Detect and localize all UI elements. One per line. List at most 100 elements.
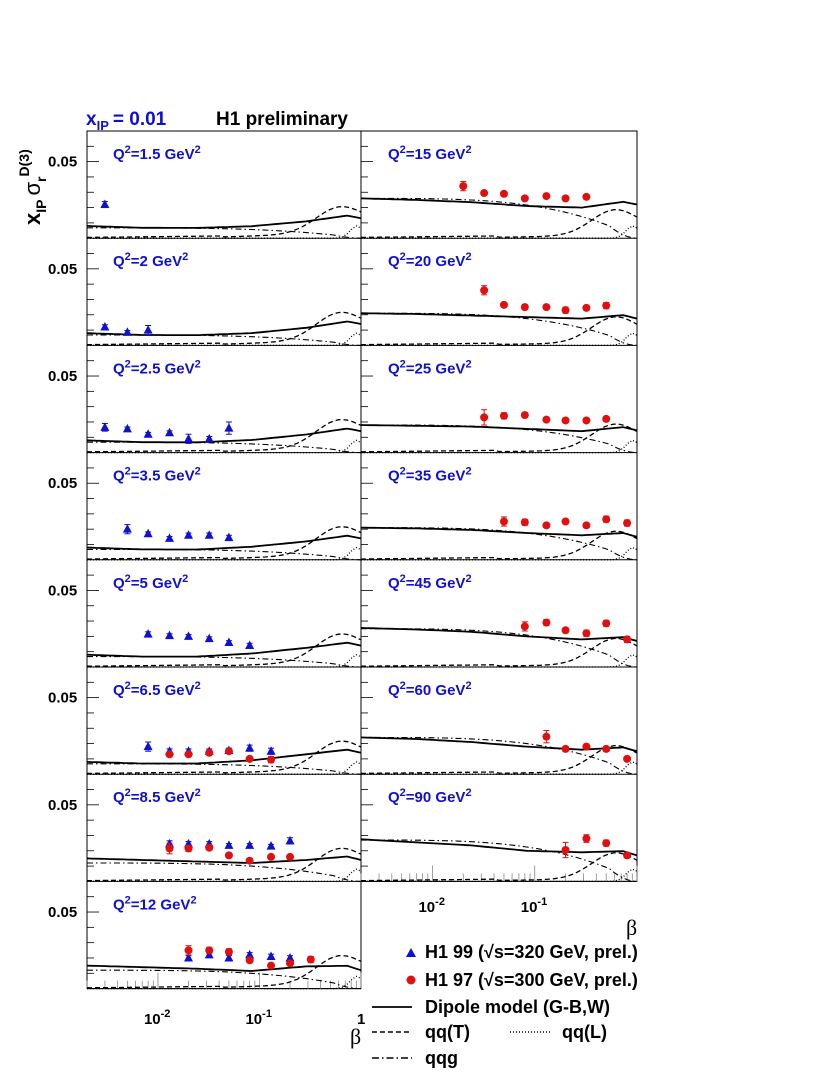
y-tick-label: 0.05 — [48, 261, 77, 278]
x-tick-label-left: 1 — [357, 1011, 365, 1028]
point-h1-99 — [245, 949, 255, 959]
right-column-frame — [360, 130, 638, 882]
curve-qqT — [361, 745, 638, 775]
beta-label-left: β — [350, 1024, 361, 1049]
point-h1-97 — [542, 303, 551, 312]
curve-qqL — [361, 225, 638, 239]
y-tick-label: 0.05 — [48, 475, 77, 492]
beta-label-right: β — [626, 915, 637, 940]
point-h1-97 — [561, 306, 570, 315]
curve-dipole — [360, 526, 638, 538]
curve-qqT — [87, 205, 362, 239]
point-h1-99 — [224, 952, 234, 962]
curve-qqT — [361, 209, 638, 239]
point-h1-97 — [561, 517, 570, 526]
point-h1-97 — [245, 754, 254, 763]
curve-qqL — [87, 225, 362, 239]
point-h1-97 — [184, 946, 193, 955]
curve-dipole — [86, 748, 362, 765]
panel-q20: Q2=20 GeV2 — [360, 251, 638, 347]
panel-q2_5: 0.05 Q2=2.5 GeV2 — [48, 358, 362, 454]
point-h1-99 — [165, 427, 175, 437]
point-h1-97 — [520, 303, 529, 312]
curve-qqT — [87, 418, 362, 453]
point-h1-97 — [224, 947, 233, 956]
point-h1-97 — [520, 518, 529, 527]
point-h1-99 — [165, 630, 175, 640]
curve-qqg — [87, 969, 362, 990]
curve-qqT — [87, 847, 362, 882]
curve-qqL — [87, 654, 362, 668]
point-h1-97 — [623, 754, 632, 763]
point-h1-99 — [224, 637, 234, 646]
point-h1-97 — [561, 846, 570, 855]
point-h1-97 — [520, 194, 529, 203]
panel-q2: 0.05 Q2=2 GeV2 — [48, 251, 362, 347]
point-h1-97 — [602, 414, 611, 423]
panel-label-q2_5: Q2=2.5 GeV2 — [113, 358, 201, 377]
panel-label-q5: Q2=5 GeV2 — [113, 573, 188, 592]
point-h1-97 — [542, 732, 551, 741]
point-h1-97 — [165, 844, 174, 853]
point-h1-99 — [224, 532, 234, 542]
curve-dipole — [360, 736, 638, 753]
curve-dipole — [360, 424, 638, 433]
point-h1-97 — [459, 182, 468, 191]
y-tick-label: 0.05 — [48, 154, 77, 171]
point-h1-97 — [582, 629, 591, 638]
point-h1-97 — [205, 946, 214, 955]
legend: H1 99 (√s=320 GeV, prel.) H1 97 (√s=300 … — [372, 942, 638, 1068]
curve-dipole — [86, 964, 362, 972]
point-h1-99 — [100, 199, 110, 209]
y-tick-label: 0.05 — [48, 368, 77, 385]
point-h1-97 — [480, 413, 489, 422]
curve-qqL — [361, 546, 638, 561]
curve-dipole — [86, 855, 362, 864]
curve-qqT — [87, 311, 362, 346]
curve-dipole — [86, 214, 362, 229]
point-h1-99 — [184, 952, 194, 962]
point-h1-99 — [143, 528, 153, 538]
curve-qqT — [361, 423, 638, 453]
curve-qqL — [87, 546, 362, 561]
point-h1-99 — [224, 423, 234, 432]
point-h1-97 — [286, 959, 295, 968]
curve-dipole — [360, 197, 638, 209]
curve-qqg — [361, 527, 638, 561]
point-h1-97 — [582, 303, 591, 312]
point-h1-97 — [561, 744, 570, 753]
curve-dipole — [86, 320, 362, 336]
curve-dipole — [360, 838, 638, 857]
point-h1-99 — [184, 631, 194, 640]
legend-label-h1-99: H1 99 (√s=320 GeV, prel.) — [425, 942, 638, 962]
curve-qqT — [87, 954, 362, 989]
point-h1-99 — [143, 325, 153, 334]
panel-label-q20: Q2=20 GeV2 — [388, 251, 472, 270]
panel-label-q6_5: Q2=6.5 GeV2 — [113, 680, 201, 699]
point-h1-97 — [623, 635, 632, 644]
curve-qqL — [87, 868, 362, 883]
point-h1-97 — [267, 755, 276, 764]
panel-label-q3_5: Q2=3.5 GeV2 — [113, 466, 201, 485]
point-h1-99 — [245, 743, 255, 752]
legend-label-h1-97: H1 97 (√s=300 GeV, prel.) — [425, 970, 638, 990]
panel-q1_5: 0.05 Q2=1.5 GeV2 — [48, 144, 362, 239]
curve-dipole — [86, 427, 362, 444]
panel-q8_5: 0.05 Q2=8.5 GeV2 — [48, 787, 362, 883]
point-h1-97 — [184, 750, 193, 759]
point-h1-97 — [245, 956, 254, 965]
curve-qqL — [361, 439, 638, 454]
point-h1-97 — [224, 747, 233, 756]
curve-qqT — [361, 852, 638, 882]
legend-marker-h1-97 — [406, 975, 416, 985]
point-h1-99 — [100, 422, 110, 431]
point-h1-97 — [205, 843, 214, 852]
point-h1-97 — [499, 411, 508, 420]
point-h1-97 — [520, 411, 529, 420]
point-h1-99 — [245, 840, 255, 849]
legend-label-qqT: qq(T) — [425, 1022, 470, 1042]
point-h1-99 — [266, 841, 276, 850]
point-h1-97 — [542, 415, 551, 424]
point-h1-97 — [286, 852, 295, 861]
